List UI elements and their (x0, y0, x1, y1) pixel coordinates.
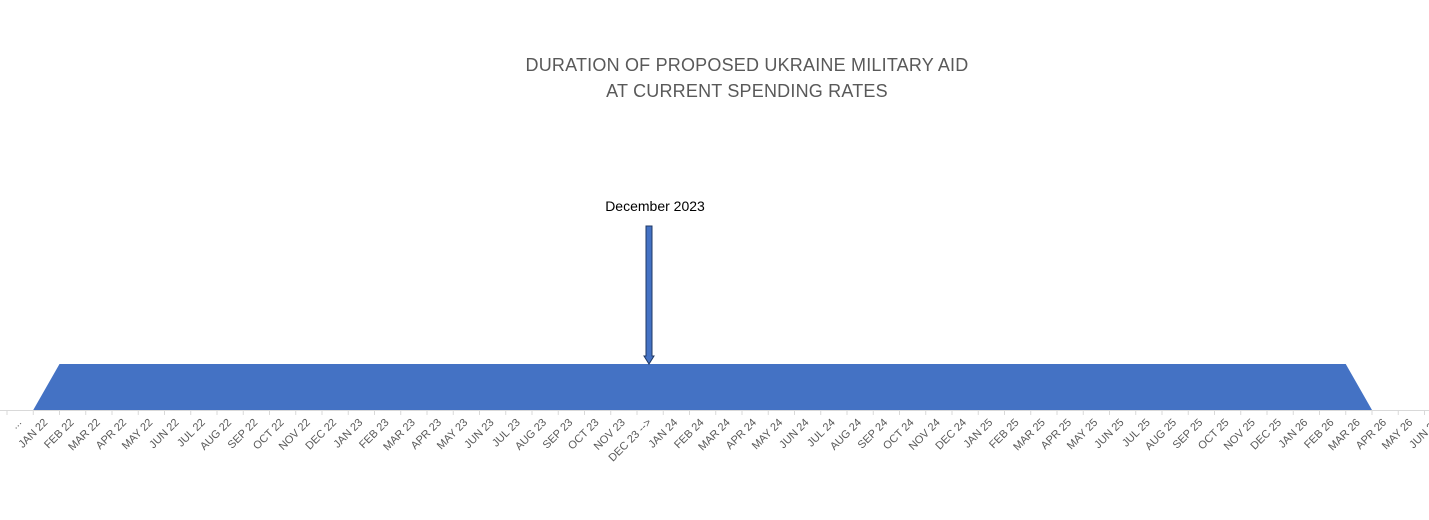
chart-title: DURATION OF PROPOSED UKRAINE MILITARY AI… (0, 52, 1429, 104)
x-tick-label: JUN 25 (1092, 417, 1126, 451)
down-arrow-icon (643, 225, 655, 365)
x-tick-label: ... (9, 417, 24, 432)
x-tick-label: JUN 22 (147, 417, 181, 451)
annotation-label: December 2023 (605, 198, 705, 214)
plot-area (7, 364, 1425, 410)
x-tick-label: JUN 23 (462, 417, 496, 451)
chart-title-line-1: DURATION OF PROPOSED UKRAINE MILITARY AI… (525, 55, 969, 75)
annotation-group: December 2023 (605, 198, 705, 365)
chart-title-line-2: AT CURRENT SPENDING RATES (606, 81, 888, 101)
aid-duration-area (7, 364, 1425, 410)
x-tick-label: JUN 24 (777, 417, 811, 451)
